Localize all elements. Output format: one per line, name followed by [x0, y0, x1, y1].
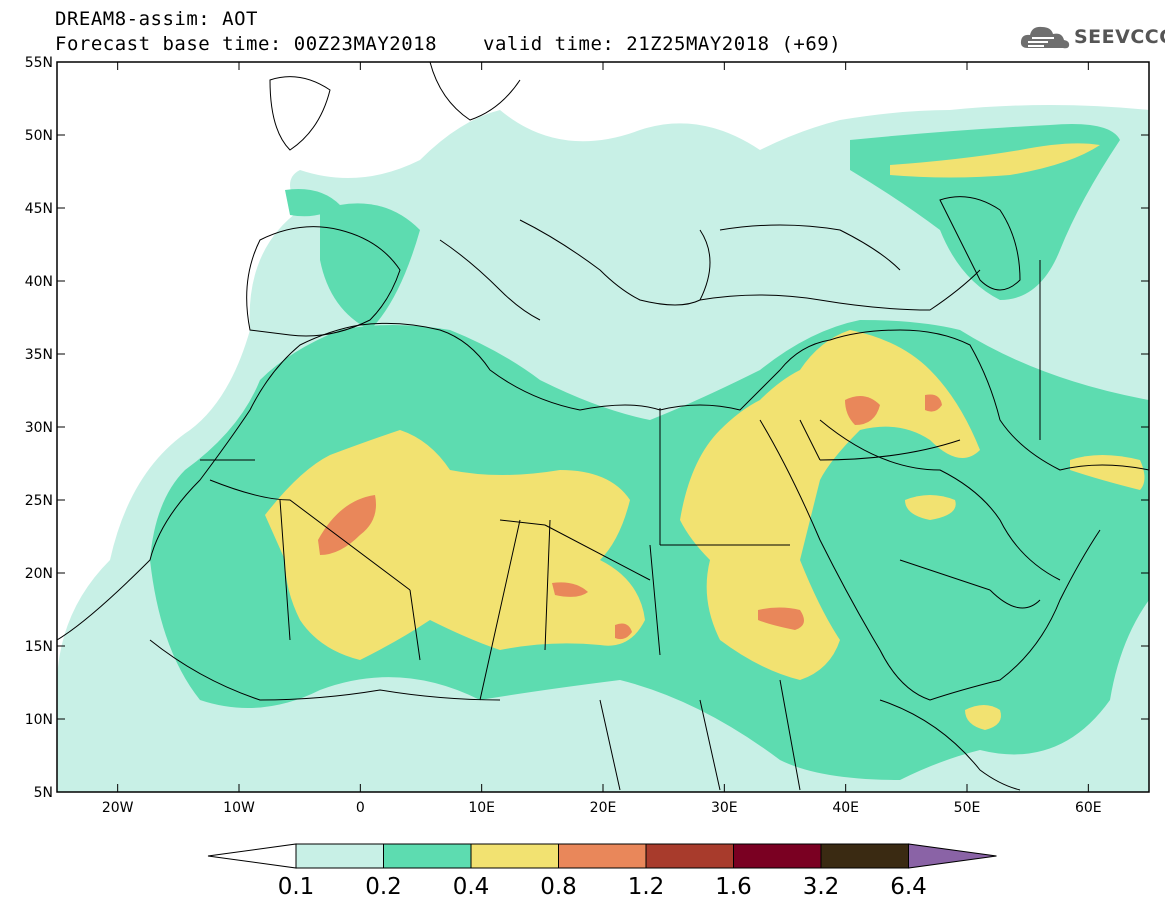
x-tick-label: 10E [468, 800, 495, 816]
colorbar-swatch [645, 843, 734, 869]
aot-contour-0.8-e [615, 623, 632, 640]
colorbar-label: 0.8 [540, 874, 577, 900]
colorbar-swatch [295, 843, 384, 869]
colorbar-label: 0.1 [278, 874, 315, 900]
y-tick-label: 30N [25, 420, 53, 436]
aot-contour-0.8-a [318, 495, 376, 555]
coastline-iberia [246, 226, 401, 337]
y-tick-label: 10N [25, 712, 53, 728]
coastline-uk [269, 76, 331, 151]
y-tick-label: 20N [25, 566, 53, 582]
colorbar-extend-low [207, 843, 297, 869]
coastline-anatolia [699, 269, 981, 311]
aot-contour-0.4-caspian [890, 143, 1100, 178]
coastline-scandinavia [429, 62, 521, 121]
colorbar-swatch [383, 843, 472, 869]
y-tick-label: 55N [25, 55, 53, 71]
aot-contour-0.4-somalia [965, 705, 1001, 730]
x-tick-label: 40E [832, 800, 859, 816]
y-tick-label: 15N [25, 639, 53, 655]
aot-contour-0.8-b [758, 607, 804, 630]
coastline-west-africa [149, 639, 501, 701]
aot-contour-0.2-e [285, 189, 340, 217]
seevccc-logo: SEEVCCC [1018, 22, 1165, 54]
chart-title: DREAM8-assim: AOT [55, 8, 258, 30]
colorbar: 0.1 0.2 0.4 0.8 1.2 1.6 3.2 6.4 [207, 843, 997, 900]
x-tick-label: 30E [711, 800, 738, 816]
colorbar-label: 0.2 [365, 874, 402, 900]
y-tick-label: 40N [25, 274, 53, 290]
y-tick-label: 35N [25, 347, 53, 363]
colorbar-extend-high [908, 843, 997, 869]
y-tick-label: 45N [25, 201, 53, 217]
aot-contour-0.8-c [845, 396, 880, 425]
colorbar-label: 1.2 [628, 874, 665, 900]
coastline-arabia [819, 419, 1061, 581]
aot-contour-0.8-f [925, 394, 942, 412]
aot-field [57, 62, 1149, 792]
colorbar-label: 1.6 [715, 874, 752, 900]
colorbar-swatch [733, 843, 822, 869]
colorbar-swatch [470, 843, 559, 869]
colorbar-swatch [558, 843, 647, 869]
colorbar-swatch [820, 843, 909, 869]
aot-contour-0.2-c [320, 203, 420, 330]
coastline-red-sea [759, 419, 1101, 701]
coastline-horn [879, 699, 1021, 791]
x-tick-label: 0 [356, 800, 365, 816]
coastline-caspian [939, 196, 1021, 291]
coastline-europe-africa [57, 322, 1149, 641]
x-tick-label: 20W [102, 800, 134, 816]
cloud-icon [1020, 26, 1070, 49]
x-tick-label: 60E [1075, 800, 1102, 816]
coastlines [57, 62, 1149, 791]
aot-contour-0.4-arabia [905, 495, 956, 520]
y-axis: 5N 10N 15N 20N 25N 30N 35N 40N 45N 50N 55N [25, 55, 1149, 801]
y-tick-label: 50N [25, 128, 53, 144]
colorbar-label: 0.4 [453, 874, 490, 900]
forecast-base-time: Forecast base time: 00Z23MAY2018 [55, 33, 438, 55]
coastline-italy [439, 239, 541, 321]
aot-contour-0.8-d [552, 582, 588, 597]
aot-contour-0.4-gulf [1070, 455, 1145, 490]
y-tick-label: 5N [34, 785, 53, 801]
x-tick-label: 50E [954, 800, 981, 816]
colorbar-label: 6.4 [890, 874, 927, 900]
border-lines [200, 260, 1041, 791]
colorbar-label: 3.2 [803, 874, 840, 900]
x-tick-label: 10W [223, 800, 255, 816]
x-axis: 20W 10W 0 10E 20E 30E 40E 50E 60E [102, 62, 1102, 816]
aot-contour-0.4-sahara [265, 430, 645, 660]
x-tick-label: 20E [590, 800, 617, 816]
aot-contour-0.1-b [420, 194, 935, 368]
valid-time: valid time: 21Z25MAY2018 (+69) [483, 33, 842, 55]
logo-text: SEEVCCC [1074, 26, 1165, 48]
coastline-balkans [519, 219, 711, 306]
y-tick-label: 25N [25, 493, 53, 509]
aot-contour-0.4-east [680, 330, 980, 680]
coastline-black-sea [719, 224, 901, 271]
